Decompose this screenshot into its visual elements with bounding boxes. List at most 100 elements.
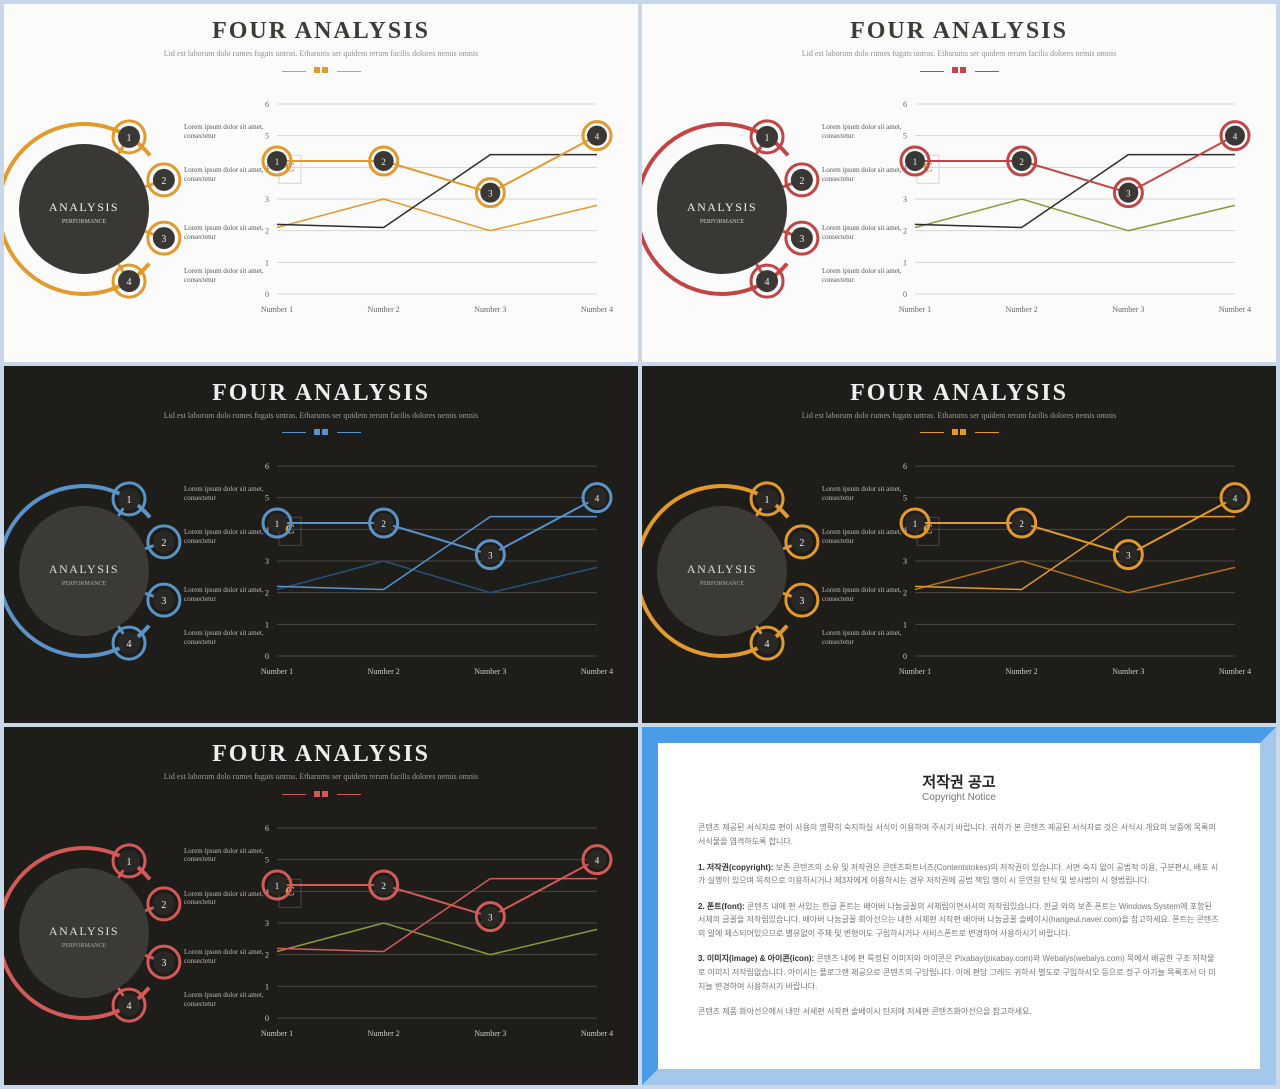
x-tick-label: Number 1 — [899, 305, 931, 314]
center-label: ANALYSIS — [49, 200, 119, 214]
chart-marker-2: 2 — [1019, 157, 1024, 167]
circle-infographic: ANALYSISPERFORMANCE1234Lorem ipsum dolor… — [642, 79, 872, 339]
circle-number-2: 2 — [161, 538, 166, 549]
x-tick-label: Number 4 — [581, 305, 613, 314]
center-sublabel: PERFORMANCE — [700, 219, 745, 225]
chart-marker-2: 2 — [381, 519, 386, 529]
line-chart: 0123456Number 1Number 2Number 3Number 4C… — [234, 818, 620, 1048]
slide-subtitle: Lid est laborum dolo rumes fugats untras… — [4, 407, 638, 421]
center-sublabel: PERFORMANCE — [700, 581, 745, 587]
x-tick-label: Number 3 — [474, 1029, 506, 1038]
circle-number-2: 2 — [799, 538, 804, 549]
circle-number-1: 1 — [127, 495, 132, 506]
y-tick-label: 0 — [265, 652, 269, 661]
slide-subtitle: Lid est laborum dolo rumes fugats untras… — [642, 407, 1276, 421]
copyright-p4: 3. 이미지(image) & 아이콘(icon): 콘텐츠 내에 편 특정된 … — [698, 952, 1220, 993]
slide-2: FOUR ANALYSIS Lid est laborum dolo rumes… — [4, 366, 638, 724]
y-tick-label: 6 — [265, 462, 269, 471]
x-tick-label: Number 3 — [1112, 305, 1144, 314]
copyright-subtitle: Copyright Notice — [698, 792, 1220, 803]
circle-number-4: 4 — [127, 277, 132, 288]
chart-marker-1: 1 — [913, 157, 918, 167]
circle-number-3: 3 — [161, 596, 166, 607]
circle-infographic: ANALYSISPERFORMANCE1234Lorem ipsum dolor… — [4, 803, 234, 1063]
x-tick-label: Number 3 — [474, 667, 506, 676]
x-tick-label: Number 2 — [368, 1029, 400, 1038]
center-label: ANALYSIS — [687, 200, 757, 214]
circle-infographic: ANALYSISPERFORMANCE1234Lorem ipsum dolor… — [4, 79, 234, 339]
copyright-p3: 2. 폰트(font): 콘텐츠 내에 편 서있는 한글 폰트는 배아버 나눔글… — [698, 900, 1220, 941]
circle-number-3: 3 — [161, 234, 166, 245]
x-tick-label: Number 3 — [1112, 667, 1144, 676]
circle-number-4: 4 — [127, 1001, 132, 1012]
line-chart: 0123456Number 1Number 2Number 3Number 4C… — [872, 94, 1258, 324]
circle-number-3: 3 — [161, 958, 166, 969]
y-tick-label: 3 — [265, 195, 269, 204]
x-tick-label: Number 1 — [261, 1029, 293, 1038]
y-tick-label: 2 — [903, 227, 907, 236]
chart-marker-1: 1 — [275, 157, 280, 167]
slide-4: FOUR ANALYSIS Lid est laborum dolo rumes… — [4, 727, 638, 1085]
y-tick-label: 5 — [903, 494, 907, 503]
y-tick-label: 1 — [265, 620, 269, 629]
circle-infographic: ANALYSISPERFORMANCE1234Lorem ipsum dolor… — [642, 441, 872, 701]
divider-icon — [4, 427, 638, 438]
circle-number-4: 4 — [765, 277, 770, 288]
slide-subtitle: Lid est laborum dolo rumes fugats untras… — [4, 768, 638, 782]
y-tick-label: 1 — [903, 259, 907, 268]
center-label: ANALYSIS — [49, 924, 119, 938]
circle-number-2: 2 — [161, 900, 166, 911]
chart-marker-2: 2 — [381, 157, 386, 167]
copyright-title: 저작권 공고 — [698, 771, 1220, 792]
slide-1: FOUR ANALYSIS Lid est laborum dolo rumes… — [642, 4, 1276, 362]
chart-marker-3: 3 — [1126, 551, 1131, 561]
line-chart: 0123456Number 1Number 2Number 3Number 4C… — [234, 456, 620, 686]
circle-number-1: 1 — [765, 133, 770, 144]
chart-marker-4: 4 — [595, 494, 600, 504]
y-tick-label: 6 — [265, 100, 269, 109]
y-tick-label: 0 — [903, 652, 907, 661]
copyright-body: 콘텐츠 제공된 서식자료 편이 사용의 명확히 숙지하실 서식이 이용하여 주시… — [698, 821, 1220, 1019]
x-tick-label: Number 1 — [899, 667, 931, 676]
x-tick-label: Number 4 — [1219, 305, 1251, 314]
slide-title: FOUR ANALYSIS — [4, 4, 638, 45]
x-tick-label: Number 1 — [261, 305, 293, 314]
copyright-p2: 1. 저작권(copyright): 보존 콘텐츠의 소유 및 저작권은 콘텐츠… — [698, 861, 1220, 888]
slide-title: FOUR ANALYSIS — [642, 366, 1276, 407]
y-tick-label: 2 — [265, 950, 269, 959]
line-chart: 0123456Number 1Number 2Number 3Number 4C… — [234, 94, 620, 324]
circle-number-2: 2 — [799, 176, 804, 187]
copyright-p1: 콘텐츠 제공된 서식자료 편이 사용의 명확히 숙지하실 서식이 이용하여 주시… — [698, 821, 1220, 848]
circle-number-2: 2 — [161, 176, 166, 187]
chart-marker-1: 1 — [913, 519, 918, 529]
y-tick-label: 5 — [265, 132, 269, 141]
circle-number-3: 3 — [799, 596, 804, 607]
circle-infographic: ANALYSISPERFORMANCE1234Lorem ipsum dolor… — [4, 441, 234, 701]
x-tick-label: Number 2 — [1006, 667, 1038, 676]
x-tick-label: Number 4 — [581, 667, 613, 676]
slide-subtitle: Lid est laborum dolo rumes fugats untras… — [4, 45, 638, 59]
y-tick-label: 3 — [265, 557, 269, 566]
divider-icon — [4, 65, 638, 76]
circle-number-1: 1 — [127, 133, 132, 144]
x-tick-label: Number 2 — [1006, 305, 1038, 314]
divider-icon — [642, 427, 1276, 438]
slide-subtitle: Lid est laborum dolo rumes fugats untras… — [642, 45, 1276, 59]
copyright-slide: 저작권 공고 Copyright Notice 콘텐츠 제공된 서식자료 편이 … — [642, 727, 1276, 1085]
y-tick-label: 0 — [265, 290, 269, 299]
circle-number-4: 4 — [127, 639, 132, 650]
y-tick-label: 6 — [265, 824, 269, 833]
x-tick-label: Number 2 — [368, 305, 400, 314]
divider-icon — [4, 789, 638, 800]
chart-marker-1: 1 — [275, 881, 280, 891]
center-sublabel: PERFORMANCE — [62, 943, 107, 949]
center-label: ANALYSIS — [687, 562, 757, 576]
chart-marker-2: 2 — [1019, 519, 1024, 529]
y-tick-label: 5 — [265, 494, 269, 503]
center-sublabel: PERFORMANCE — [62, 219, 107, 225]
y-tick-label: 5 — [903, 132, 907, 141]
divider-icon — [642, 65, 1276, 76]
chart-marker-4: 4 — [595, 855, 600, 865]
y-tick-label: 2 — [265, 227, 269, 236]
circle-number-3: 3 — [799, 234, 804, 245]
